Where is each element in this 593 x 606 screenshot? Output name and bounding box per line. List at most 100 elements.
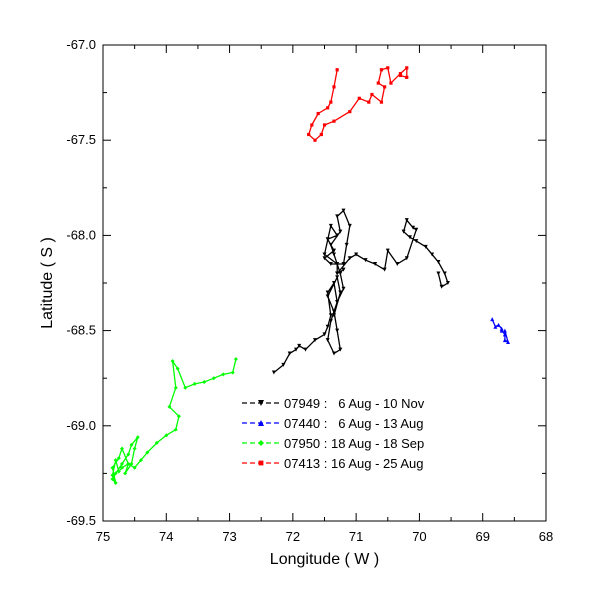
- data-point: [164, 433, 169, 438]
- data-point: [379, 68, 384, 72]
- data-point: [129, 442, 134, 447]
- data-point: [502, 328, 507, 333]
- data-point: [154, 440, 159, 445]
- data-point: [287, 351, 292, 356]
- data-point: [322, 123, 327, 127]
- series-3: [307, 66, 409, 142]
- data-point: [329, 100, 333, 104]
- data-point: [490, 317, 495, 322]
- data-point: [183, 385, 188, 390]
- data-point: [258, 440, 264, 446]
- data-point: [328, 261, 333, 266]
- data-point: [373, 261, 378, 266]
- series-line: [273, 209, 449, 374]
- data-point: [389, 81, 393, 85]
- x-tick-label: 69: [475, 529, 489, 544]
- data-point: [363, 258, 368, 263]
- data-point: [110, 477, 115, 482]
- data-point: [325, 338, 330, 343]
- data-point: [192, 381, 197, 386]
- series-line: [308, 67, 408, 141]
- data-point: [331, 281, 336, 285]
- data-point: [383, 85, 387, 89]
- data-point: [271, 370, 276, 375]
- data-point: [404, 218, 409, 223]
- data-point: [316, 111, 320, 116]
- legend-entry: 07949 : 6 Aug - 10 Nov: [242, 396, 425, 411]
- x-tick-label: 71: [349, 529, 363, 544]
- data-point: [405, 66, 409, 70]
- legend-entry: 07413 : 16 Aug - 25 Aug: [242, 456, 424, 471]
- data-point: [135, 435, 140, 440]
- data-point: [113, 480, 118, 485]
- legend-label: 07950 : 18 Aug - 18 Sep: [284, 436, 424, 451]
- data-point: [173, 427, 178, 432]
- data-point: [132, 446, 137, 451]
- data-point: [398, 71, 403, 76]
- data-point: [325, 290, 330, 295]
- data-point: [328, 313, 333, 318]
- data-point: [414, 227, 419, 232]
- data-point: [445, 281, 450, 285]
- data-point: [401, 229, 406, 234]
- data-point: [354, 252, 359, 257]
- data-point: [325, 294, 330, 299]
- data-point: [303, 347, 308, 352]
- data-point: [326, 106, 330, 110]
- data-point: [322, 252, 327, 257]
- data-point: [338, 229, 343, 234]
- data-point: [230, 370, 235, 375]
- data-point: [411, 225, 416, 230]
- data-point: [414, 239, 419, 244]
- data-point: [385, 248, 390, 253]
- data-point: [119, 461, 124, 466]
- x-tick-label: 70: [412, 529, 426, 544]
- data-point: [338, 271, 343, 276]
- data-point: [322, 332, 327, 337]
- data-point: [376, 81, 380, 85]
- data-point: [138, 458, 143, 463]
- data-point: [405, 75, 409, 79]
- x-tick-label: 74: [159, 529, 173, 544]
- data-point: [341, 261, 346, 266]
- data-point: [331, 252, 336, 257]
- legend-entry: 07440 : 6 Aug - 13 Aug: [242, 416, 424, 431]
- data-point: [335, 233, 340, 238]
- y-tick-label: -67.5: [66, 132, 96, 147]
- series-1: [490, 317, 511, 345]
- legend-entry: 07950 : 18 Aug - 18 Sep: [242, 436, 424, 451]
- data-point: [335, 271, 340, 276]
- y-tick-label: -69.0: [66, 418, 96, 433]
- data-point: [307, 132, 311, 137]
- series-layer: [110, 66, 511, 485]
- data-point: [258, 400, 264, 406]
- series-2: [110, 357, 238, 485]
- data-point: [382, 267, 387, 272]
- data-point: [126, 461, 131, 466]
- data-point: [502, 332, 507, 337]
- data-point: [407, 235, 412, 240]
- data-point: [335, 328, 340, 333]
- data-point: [335, 300, 340, 305]
- data-point: [341, 267, 346, 272]
- x-axis-title: Longitude ( W ): [270, 551, 379, 568]
- data-point: [328, 242, 333, 247]
- data-point: [281, 362, 286, 367]
- legend-label: 07949 : 6 Aug - 10 Nov: [284, 396, 425, 411]
- data-point: [332, 119, 336, 123]
- data-point: [113, 458, 118, 463]
- x-tick-label: 75: [96, 529, 110, 544]
- data-point: [202, 380, 207, 385]
- x-tick-label: 72: [286, 529, 300, 544]
- series-0: [271, 208, 450, 375]
- data-point: [357, 96, 361, 100]
- data-point: [313, 338, 318, 343]
- legend: 07949 : 6 Aug - 10 Nov 07440 : 6 Aug - 13…: [242, 396, 425, 471]
- y-tick-label: -69.5: [66, 513, 96, 528]
- data-point: [310, 123, 314, 127]
- data-point: [110, 473, 115, 478]
- legend-label: 07413 : 16 Aug - 25 Aug: [284, 456, 424, 471]
- data-point: [119, 446, 124, 451]
- data-point: [313, 138, 317, 142]
